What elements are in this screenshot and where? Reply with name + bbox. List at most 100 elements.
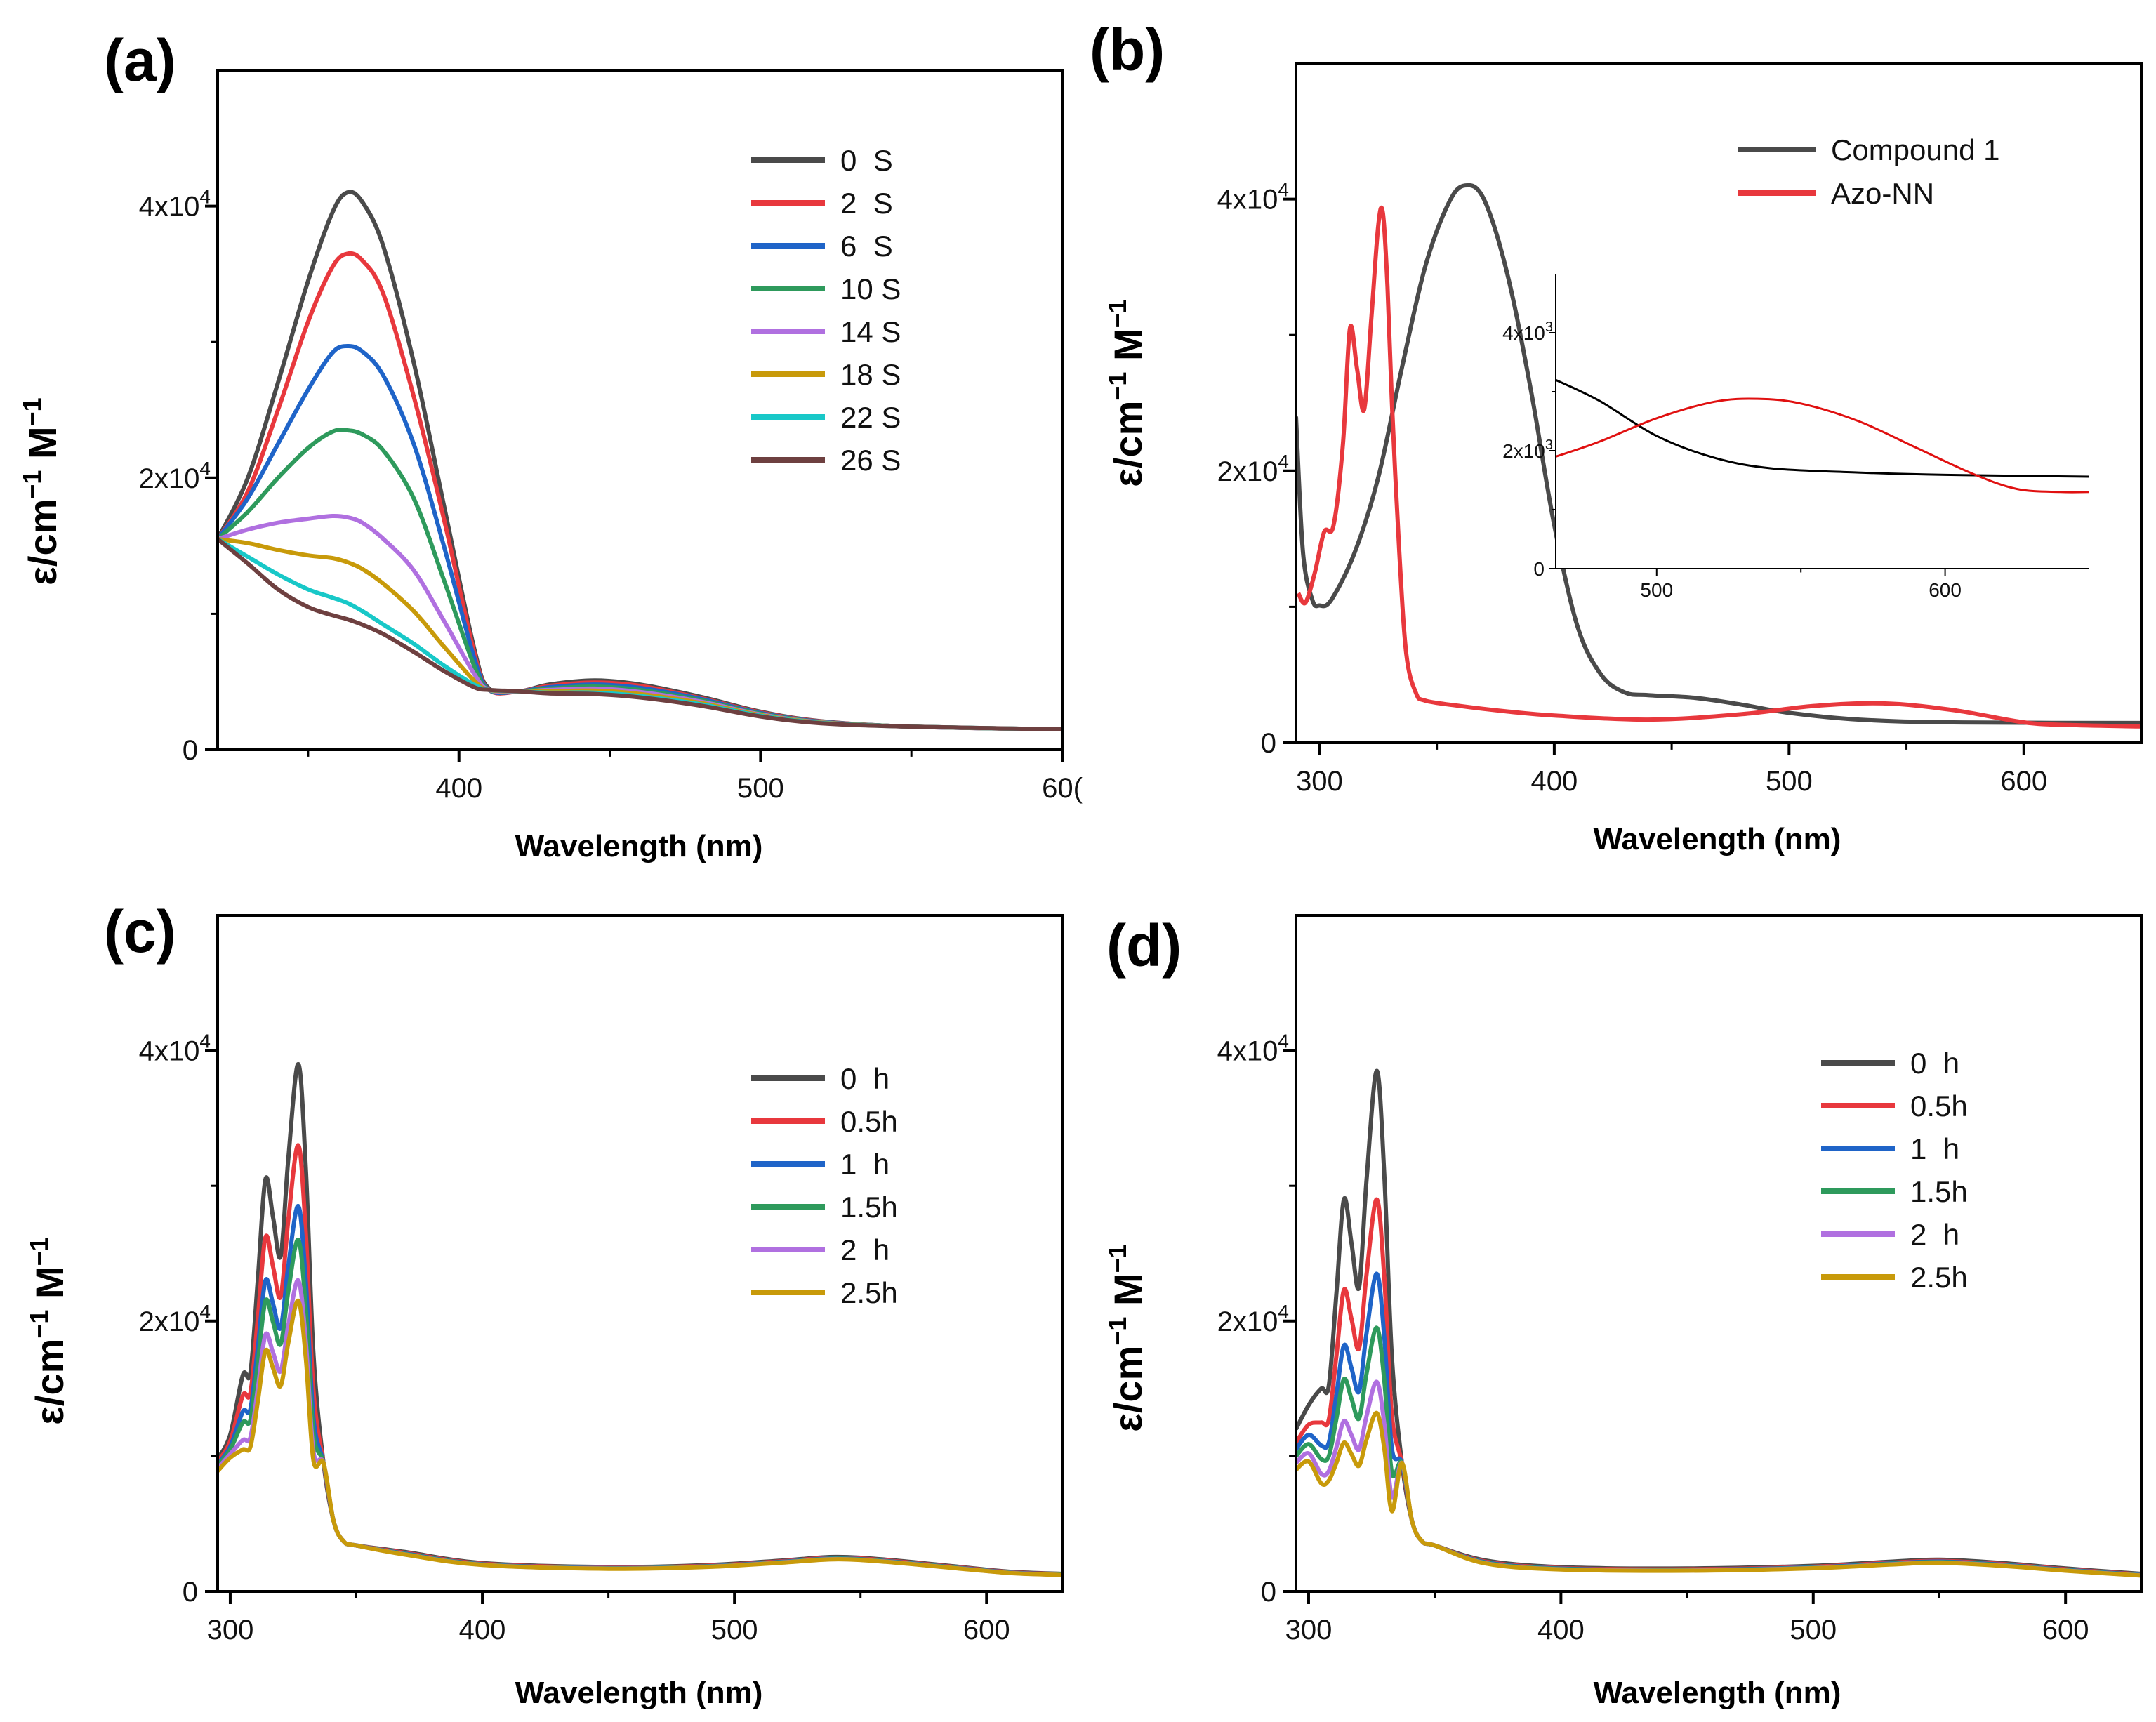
series-line <box>218 1204 1062 1577</box>
plot-frame <box>1295 62 2143 744</box>
panel-a: (a) ε/cm−1 M−1 Wavelength (nm) 400 500 60(… <box>18 27 1083 863</box>
svg-text:ε/cm−1 M−1: ε/cm−1 M−1 <box>18 397 65 585</box>
series-line <box>218 537 1062 731</box>
series-line <box>218 190 1062 731</box>
series-line <box>218 536 1062 731</box>
series-line <box>218 1278 1062 1577</box>
x-tick-label: 300 <box>1296 766 1343 797</box>
x-tick-label: 600 <box>2000 766 2047 797</box>
x-tick-label: 500 <box>711 1615 758 1645</box>
legend-label: 0 h <box>840 1062 889 1095</box>
x-tick-label: 300 <box>207 1615 254 1645</box>
x-axis-title: Wavelength (nm) <box>515 1676 763 1710</box>
y-tick-label: 2x104 <box>139 458 211 494</box>
x-tick-label: 60( <box>1042 773 1083 804</box>
legend-label: Azo-NN <box>1831 177 1934 210</box>
y-tick-label: 0 <box>183 1577 198 1608</box>
y-axis-title: ε/cm−1 M−1 <box>25 1237 72 1424</box>
inset-plot: 500 600 0 2x103 4x103 <box>1502 274 2089 601</box>
x-tick-label: 400 <box>459 1615 506 1645</box>
x-tick-label: 600 <box>2042 1615 2089 1645</box>
y-tick-label: 4x104 <box>1217 1031 1289 1067</box>
x-tick-label: 500 <box>1640 579 1673 601</box>
x-tick-label: 500 <box>1790 1615 1837 1645</box>
series-line <box>1296 1068 2141 1576</box>
y-tick-label: 4x104 <box>1217 179 1289 216</box>
legend-label: 0 h <box>1910 1047 1959 1080</box>
x-tick-label: 600 <box>963 1615 1010 1645</box>
legend-label: 6 S <box>840 230 893 263</box>
plot-frame <box>1295 914 2143 1593</box>
series-line <box>1296 1271 2141 1577</box>
legend-label: 22 S <box>840 401 901 434</box>
y-tick-label: 2x104 <box>1217 1301 1289 1337</box>
legend-label: 26 S <box>840 444 901 477</box>
legend-label: 18 S <box>840 358 901 391</box>
svg-text:ε/cm−1 M−1: ε/cm−1 M−1 <box>1103 299 1150 486</box>
y-tick-label: 2x104 <box>139 1301 211 1337</box>
series-line <box>218 1143 1062 1577</box>
panel-label-d: (d) <box>1106 913 1182 979</box>
plot-frame <box>216 914 1064 1593</box>
y-tick-label: 4x104 <box>139 1031 211 1067</box>
series-line <box>1296 1197 2141 1577</box>
legend-label: 14 S <box>840 315 901 348</box>
plot-frame <box>216 69 1064 751</box>
panel-label-c: (c) <box>104 899 176 965</box>
legend-label: 1 h <box>840 1148 889 1181</box>
legend-label: 2 S <box>840 187 893 220</box>
series-line <box>1296 1325 2141 1577</box>
x-axis-title: Wavelength (nm) <box>1594 1676 1841 1710</box>
y-axis-title: ε/cm−1 M−1 <box>1103 299 1150 486</box>
legend-label: 2.5h <box>840 1276 898 1309</box>
legend-label: 2 h <box>1910 1218 1959 1251</box>
x-axis-title: Wavelength (nm) <box>515 829 763 863</box>
legend-label: 1.5h <box>840 1191 898 1224</box>
y-axis-title: ε/cm−1 M−1 <box>18 397 65 585</box>
legend-label: 10 S <box>840 272 901 305</box>
y-tick-label: 2x104 <box>1217 451 1289 487</box>
y-tick-label: 2x103 <box>1502 437 1553 462</box>
legend-label: 2 h <box>840 1233 889 1266</box>
x-tick-label: 500 <box>737 773 784 804</box>
x-tick-label: 400 <box>435 773 482 804</box>
legend-label: 2.5h <box>1910 1261 1968 1294</box>
y-tick-label: 4x103 <box>1502 319 1553 344</box>
y-tick-label: 0 <box>1533 558 1545 580</box>
y-axis-title: ε/cm−1 M−1 <box>1103 1244 1150 1431</box>
series-line <box>1556 378 2089 478</box>
series-line <box>218 1298 1062 1577</box>
svg-text:ε/cm−1 M−1: ε/cm−1 M−1 <box>1103 1244 1150 1431</box>
x-tick-label: 400 <box>1531 766 1578 797</box>
x-tick-label: 500 <box>1766 766 1813 797</box>
legend-label: 0 S <box>840 144 893 177</box>
x-tick-label: 600 <box>1929 579 1962 601</box>
legend-label: 1 h <box>1910 1132 1959 1165</box>
series-line <box>218 251 1062 731</box>
panel-label-b: (b) <box>1090 17 1165 83</box>
y-tick-label: 0 <box>1261 1577 1276 1608</box>
series-line <box>1296 1379 2141 1578</box>
panel-b: (b) ε/cm−1 M−1 Wavelength (nm) 300 400 500… <box>1090 17 2143 856</box>
series-line <box>1296 205 2141 729</box>
legend-label: 1.5h <box>1910 1175 1968 1208</box>
panel-d: (d) ε/cm−1 M−1 Wavelength (nm) 300 400 500… <box>1103 913 2143 1710</box>
x-tick-label: 400 <box>1537 1615 1585 1645</box>
panel-c: (c) ε/cm−1 M−1 Wavelength (nm) 300 400 500… <box>25 899 1064 1710</box>
legend-label: 0.5h <box>1910 1090 1968 1122</box>
series-line <box>218 1061 1062 1576</box>
series-line <box>1556 397 2089 494</box>
x-tick-label: 300 <box>1285 1615 1332 1645</box>
panel-label-a: (a) <box>104 27 176 93</box>
legend-label: Compound 1 <box>1831 133 2000 166</box>
y-tick-label: 4x104 <box>139 186 211 223</box>
series-line <box>1296 1410 2141 1578</box>
series-line <box>218 537 1062 731</box>
y-tick-label: 0 <box>183 735 198 766</box>
series-line <box>218 1238 1062 1577</box>
x-axis-title: Wavelength (nm) <box>1594 822 1841 856</box>
y-tick-label: 0 <box>1261 728 1276 759</box>
legend-label: 0.5h <box>840 1105 898 1138</box>
svg-text:ε/cm−1 M−1: ε/cm−1 M−1 <box>25 1237 72 1424</box>
series-line <box>218 343 1062 731</box>
